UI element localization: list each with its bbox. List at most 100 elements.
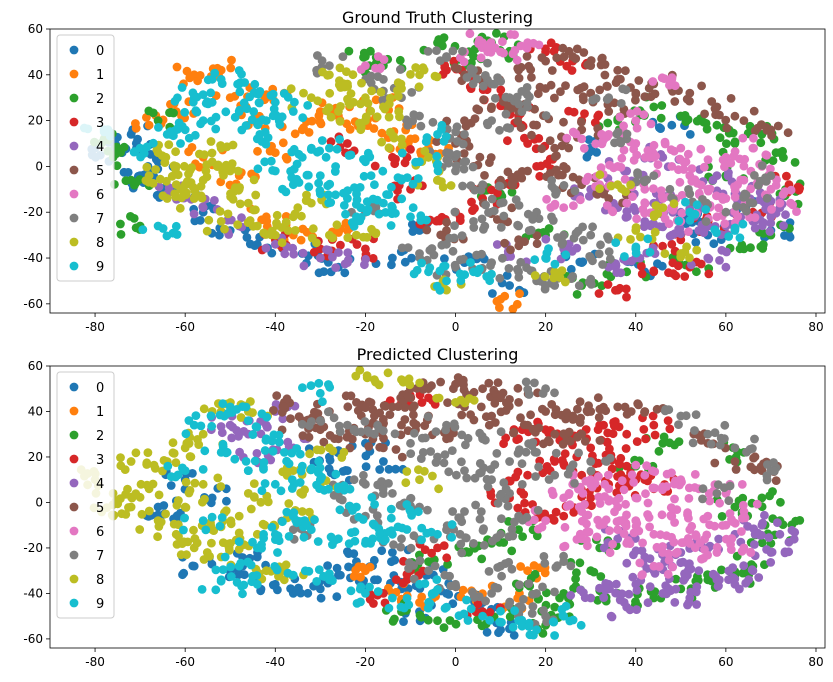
chart-1-series-2-point: [575, 558, 585, 568]
chart-1-series-0-point: [369, 555, 379, 565]
chart-0-series-9-point: [408, 179, 418, 189]
chart-0-series-7-point: [547, 176, 556, 185]
chart-0-series-9-point: [326, 198, 336, 207]
chart-1-series-9-point: [375, 529, 384, 539]
chart-0-series-4-point: [328, 252, 337, 262]
chart-0-series-7-point: [407, 88, 417, 97]
chart-1-series-4-point: [625, 605, 635, 615]
chart-0-series-4-point: [699, 228, 709, 238]
chart-1-series-9-point: [260, 479, 270, 488]
chart-1-series-8-point: [278, 467, 288, 477]
chart-1-series-3-point: [485, 607, 495, 617]
chart-0-series-7-point: [757, 161, 767, 170]
chart-1-series-8-point: [428, 471, 437, 481]
chart-1-series-5-point: [294, 412, 304, 421]
chart-0-series-9-point: [411, 157, 420, 167]
chart-0-series-9-point: [435, 285, 445, 295]
chart-0-series-8-point: [650, 227, 660, 237]
chart-0-series-8-point: [243, 198, 253, 208]
chart-0-series-9-point: [397, 148, 407, 158]
chart-1-series-4-point: [278, 414, 288, 424]
chart-0-series-9-point: [332, 144, 342, 154]
chart-1-series-9-point: [386, 513, 396, 523]
chart-0-series-5-point: [640, 92, 650, 101]
chart-1-series-9-point: [367, 493, 377, 502]
chart-1-series-9-point: [261, 435, 271, 445]
chart-1-series-0-point: [494, 628, 503, 638]
chart-0-series-8-point: [349, 97, 358, 107]
chart-0-series-3-point: [368, 254, 378, 263]
chart-1-series-8-point: [137, 509, 147, 519]
chart-1-series-6-point: [560, 541, 570, 551]
chart-1-series-1-point: [529, 561, 539, 570]
chart-1-series-2-point: [550, 602, 560, 612]
chart-0-series-1-point: [492, 296, 502, 306]
chart-1-series-5-point: [443, 398, 452, 407]
chart-0-series-9-point: [343, 186, 352, 196]
chart-1-series-8-point: [182, 550, 191, 560]
chart-1-series-7-point: [538, 582, 547, 592]
chart-1-series-9-point: [333, 482, 343, 492]
chart-0-series-2-point: [768, 156, 778, 166]
chart-1-series-2-point: [589, 567, 599, 577]
chart-0-series-5-point: [773, 121, 783, 131]
chart-0-series-9-point: [277, 112, 287, 122]
chart-0-series-9-point: [254, 98, 264, 107]
chart-0-series-8-point: [228, 140, 238, 150]
chart-1-series-7-point: [493, 498, 503, 508]
chart-1-series-9-point: [466, 604, 476, 614]
chart-0-series-8-point: [171, 147, 181, 157]
chart-1-series-5-point: [478, 384, 487, 394]
chart-1-series-6-point: [721, 534, 731, 544]
chart-0-series-3-point: [637, 269, 647, 279]
chart-1-series-0-point: [159, 501, 169, 510]
chart-1-series-7-point: [570, 479, 579, 488]
chart-1-series-8-point: [362, 373, 372, 383]
chart-1-series-9-point: [179, 525, 188, 535]
chart-0-series-6-point: [684, 227, 693, 237]
chart-0-series-6-point: [778, 190, 788, 199]
chart-1-series-9-point: [422, 528, 432, 538]
chart-0-series-1-point: [500, 291, 510, 301]
chart-1-series-6-point: [677, 538, 687, 547]
chart-0-series-1-point: [195, 71, 205, 80]
chart-0-series-2-point: [125, 212, 135, 221]
chart-0-series-5-point: [517, 173, 527, 183]
chart-0-series-7-point: [452, 150, 462, 159]
chart-1-series-7-point: [750, 434, 759, 444]
chart-0-series-2-point: [344, 46, 354, 56]
chart-0-series-9-point: [352, 189, 361, 199]
chart-1-points: [76, 366, 805, 640]
chart-0-series-9-point: [466, 258, 475, 267]
chart-1-series-7-point: [706, 439, 716, 449]
chart-1-series-7-point: [446, 581, 456, 591]
chart-1-series-7-point: [288, 525, 298, 535]
chart-0-series-9-point: [303, 101, 313, 110]
chart-0-series-7-point: [477, 249, 486, 259]
chart-1-series-4-point: [730, 574, 740, 584]
chart-0-series-1-point: [172, 62, 182, 72]
chart-0-series-4-point: [765, 227, 775, 236]
chart-1-series-7-point: [550, 388, 559, 398]
chart-0-xtick-label: -20: [356, 320, 376, 334]
chart-1-series-3-point: [559, 511, 569, 521]
chart-0-series-9-point: [253, 164, 263, 174]
chart-1-series-1-point: [516, 562, 525, 571]
chart-0-series-9-point: [168, 228, 178, 238]
chart-1-series-6-point: [581, 511, 591, 521]
chart-1-series-7-point: [496, 427, 506, 437]
chart-0-series-8-point: [397, 140, 407, 150]
chart-1-series-5-point: [360, 403, 370, 413]
chart-0-series-5-point: [514, 241, 524, 251]
chart-1-series-6-point: [619, 485, 629, 495]
chart-0-series-8-point: [342, 67, 351, 77]
chart-1-series-6-point: [690, 483, 700, 492]
chart-1-series-7-point: [479, 540, 489, 550]
chart-0-series-1-point: [182, 66, 192, 76]
chart-0-series-6-point: [717, 192, 727, 202]
chart-1-series-7-point: [712, 489, 722, 498]
chart-1-legend-marker: [69, 478, 79, 488]
chart-1-series-9-point: [166, 472, 176, 482]
chart-0-series-1-point: [227, 55, 236, 65]
chart-1-series-7-point: [423, 505, 432, 515]
